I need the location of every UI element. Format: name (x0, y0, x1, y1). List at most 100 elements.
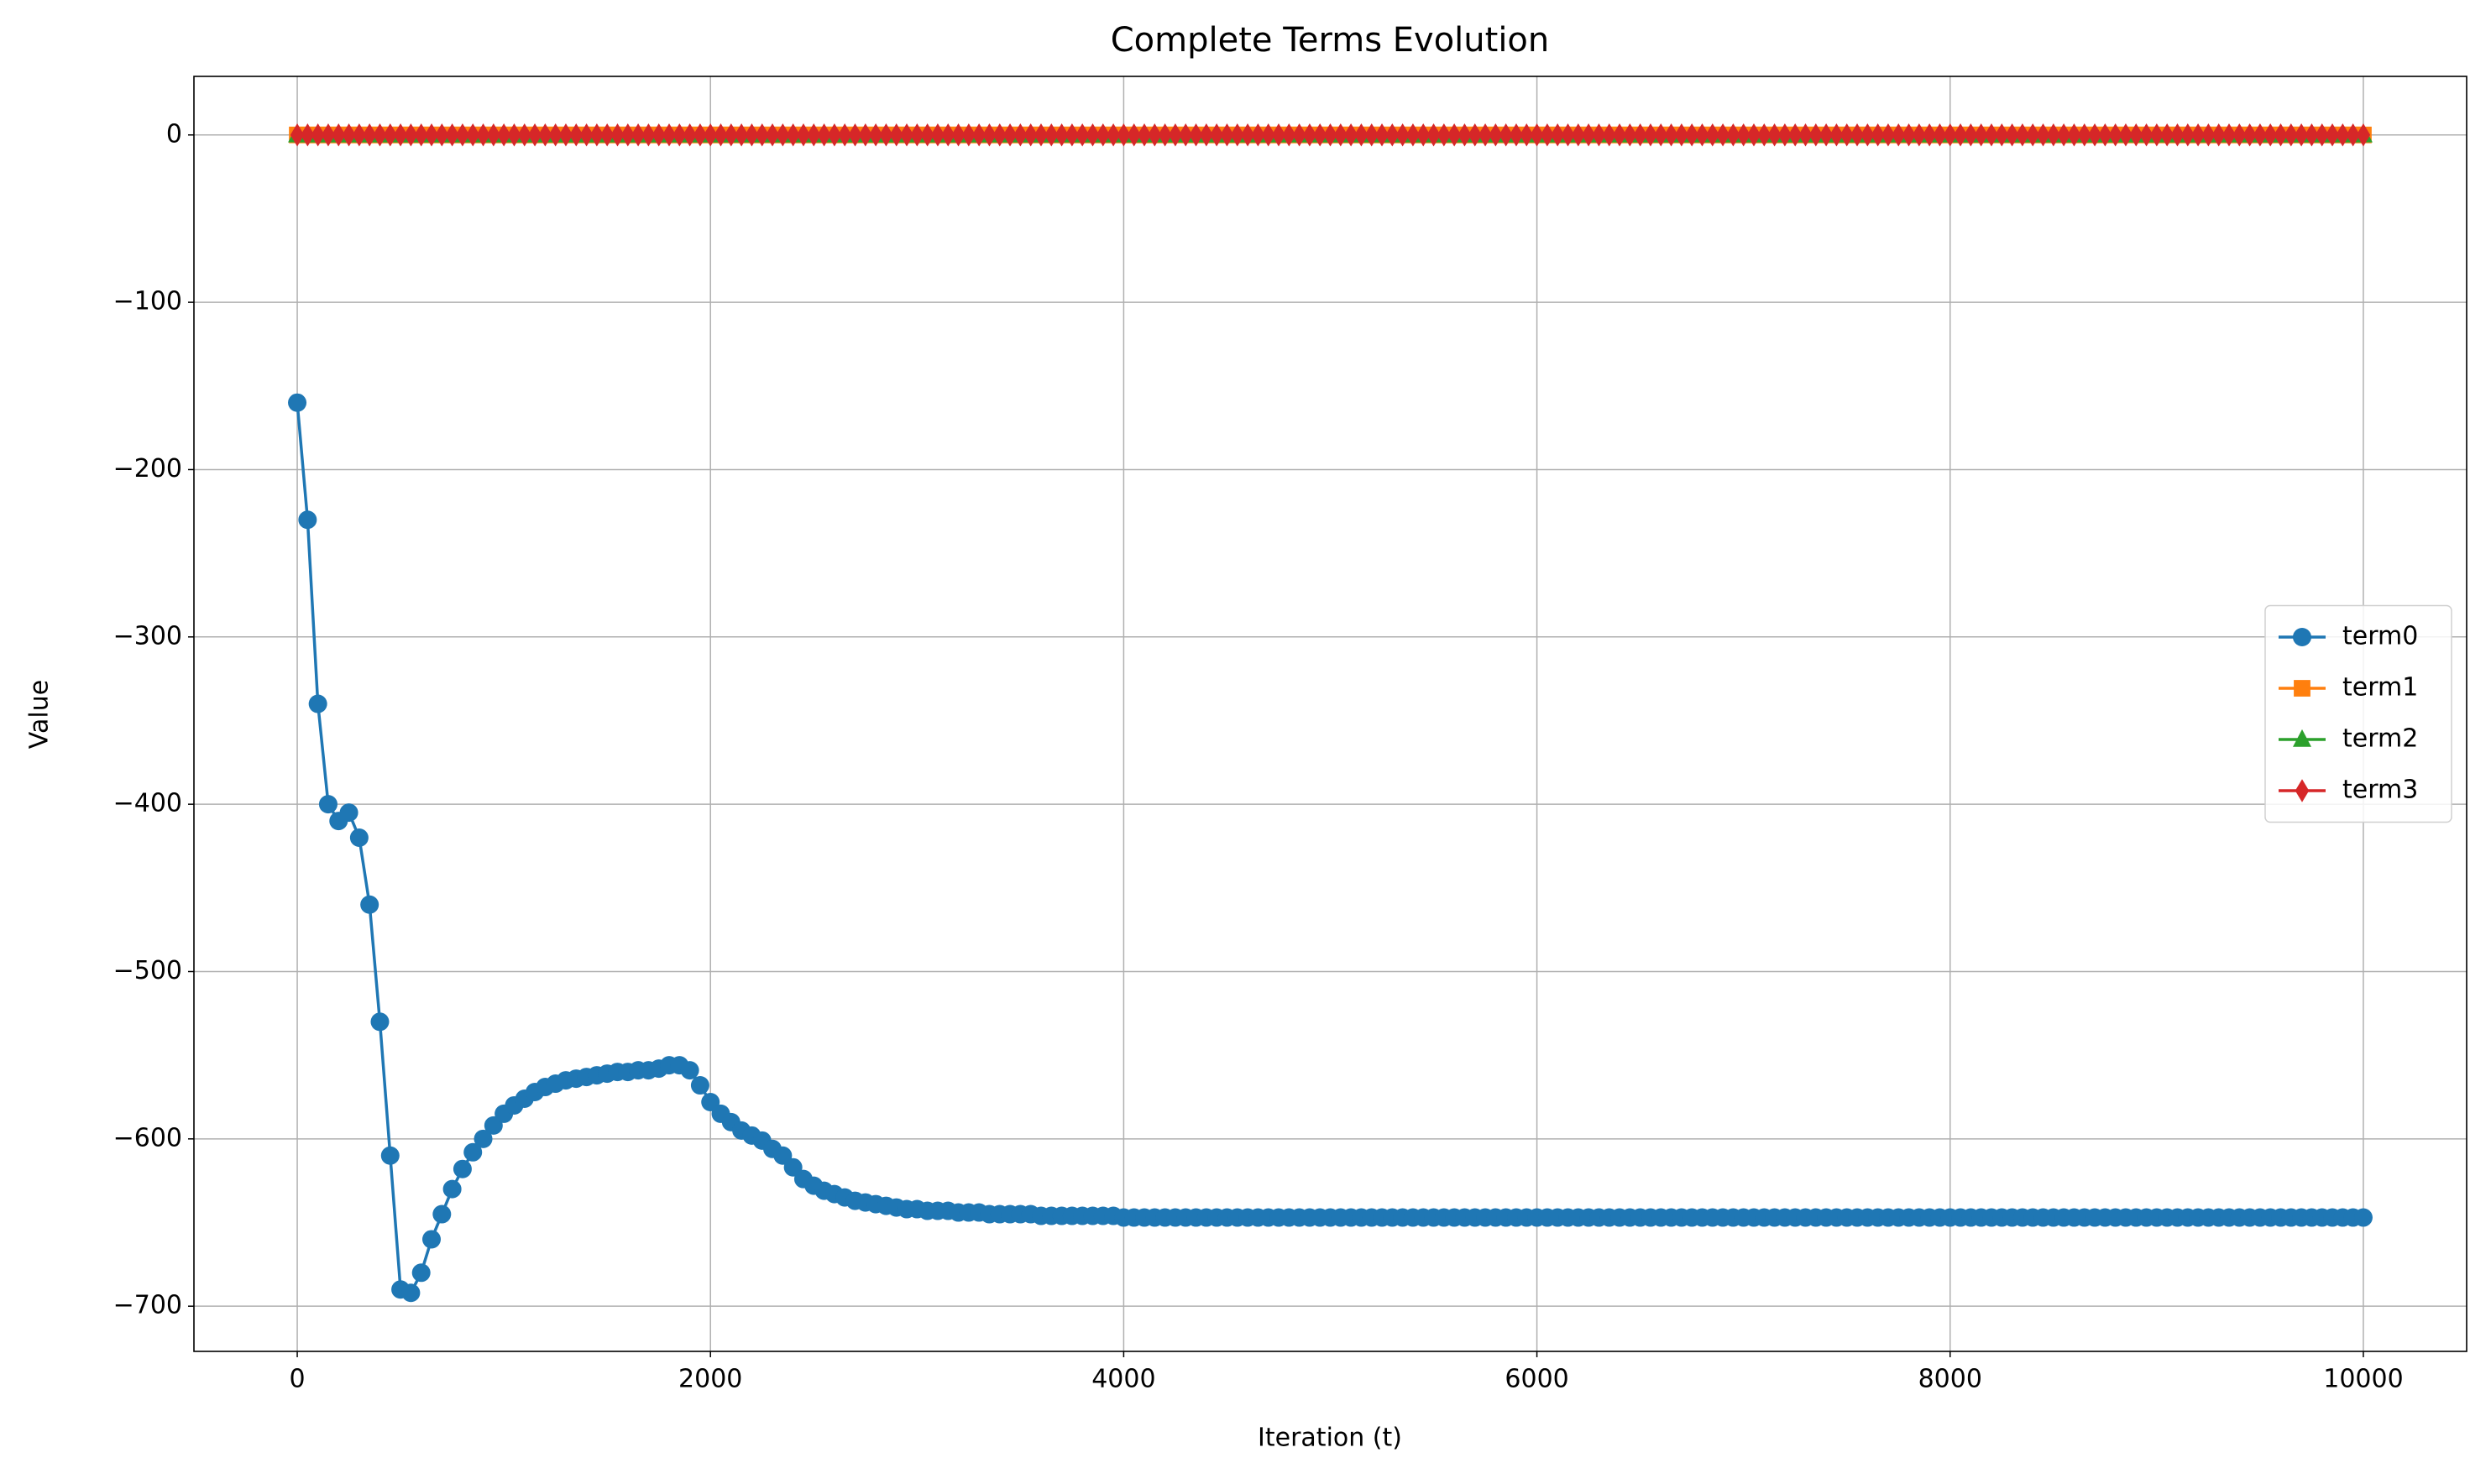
marker (318, 795, 338, 814)
marker (1189, 123, 1203, 147)
marker (1984, 123, 1999, 147)
legend-label: term2 (2342, 724, 2418, 754)
marker (1881, 123, 1896, 147)
marker (1096, 123, 1111, 147)
marker (1168, 123, 1183, 147)
marker (1684, 123, 1699, 147)
legend-marker (2295, 779, 2310, 802)
marker (414, 123, 428, 147)
legend-marker (2293, 628, 2311, 646)
marker (2046, 123, 2061, 147)
marker (2170, 123, 2185, 147)
marker (1757, 123, 1771, 147)
marker (755, 123, 769, 147)
marker (920, 123, 934, 147)
marker (745, 123, 759, 147)
marker (1220, 123, 1234, 147)
marker (1571, 123, 1586, 147)
marker (1137, 123, 1152, 147)
marker (1602, 123, 1616, 147)
marker (1333, 123, 1348, 147)
marker (2180, 123, 2195, 147)
marker (1127, 123, 1141, 147)
marker (1261, 123, 1275, 147)
marker (1674, 123, 1689, 147)
marker (1839, 123, 1854, 147)
marker (1509, 123, 1524, 147)
marker (683, 123, 697, 147)
series-line (296, 402, 2363, 1295)
marker (2108, 123, 2122, 147)
marker (2015, 123, 2030, 147)
marker (703, 123, 718, 147)
marker (1447, 123, 1462, 147)
marker (2242, 123, 2257, 147)
marker (1075, 123, 1090, 147)
marker (1034, 123, 1049, 147)
marker (432, 1204, 452, 1224)
x-tick-label: 2000 (678, 1365, 742, 1394)
marker (442, 1179, 462, 1199)
marker (1871, 123, 1885, 147)
marker (631, 123, 646, 147)
marker (1612, 123, 1627, 147)
marker (2356, 123, 2371, 147)
marker (1964, 123, 1978, 147)
marker (620, 123, 636, 147)
marker (2067, 123, 2081, 147)
marker (1468, 123, 1483, 147)
marker (2025, 123, 2040, 147)
marker (401, 1283, 421, 1303)
legend-box (2264, 604, 2452, 823)
marker (1395, 123, 1410, 147)
marker (837, 123, 852, 147)
marker (1892, 123, 1906, 147)
marker (1271, 123, 1286, 147)
marker (1767, 123, 1782, 147)
marker (308, 694, 327, 713)
marker (2315, 123, 2329, 147)
marker (1530, 123, 1544, 147)
marker (1209, 123, 1224, 147)
marker (1251, 123, 1265, 147)
marker (290, 123, 305, 147)
marker (652, 123, 666, 147)
y-axis-label: Value (25, 680, 55, 749)
marker (971, 123, 986, 147)
marker (373, 123, 387, 147)
marker (1013, 123, 1028, 147)
marker (1240, 123, 1255, 147)
marker (1943, 123, 1958, 147)
y-tick-label: −500 (113, 956, 182, 985)
marker (455, 123, 470, 147)
marker (352, 123, 367, 147)
marker (476, 123, 490, 147)
marker (2274, 123, 2288, 147)
marker (1736, 123, 1751, 147)
marker (2005, 123, 2019, 147)
marker (1746, 123, 1761, 147)
marker (380, 1146, 400, 1165)
marker (961, 123, 976, 147)
marker (2139, 123, 2153, 147)
marker (569, 123, 584, 147)
marker (527, 123, 542, 147)
marker (2346, 123, 2360, 147)
marker (899, 123, 914, 147)
marker (2036, 123, 2050, 147)
marker (1457, 123, 1472, 147)
marker (889, 123, 903, 147)
marker (1592, 123, 1606, 147)
marker (1054, 123, 1069, 147)
marker (1633, 123, 1647, 147)
marker (453, 1159, 472, 1178)
marker (1065, 123, 1080, 147)
marker (610, 123, 625, 147)
marker (1354, 123, 1368, 147)
x-axis-label: Iteration (t) (1258, 1424, 1402, 1453)
marker (362, 123, 377, 147)
marker (1912, 123, 1927, 147)
plot-frame (193, 76, 2467, 1352)
legend-label: term0 (2342, 622, 2418, 651)
chart-title: Complete Terms Evolution (1111, 21, 1550, 60)
